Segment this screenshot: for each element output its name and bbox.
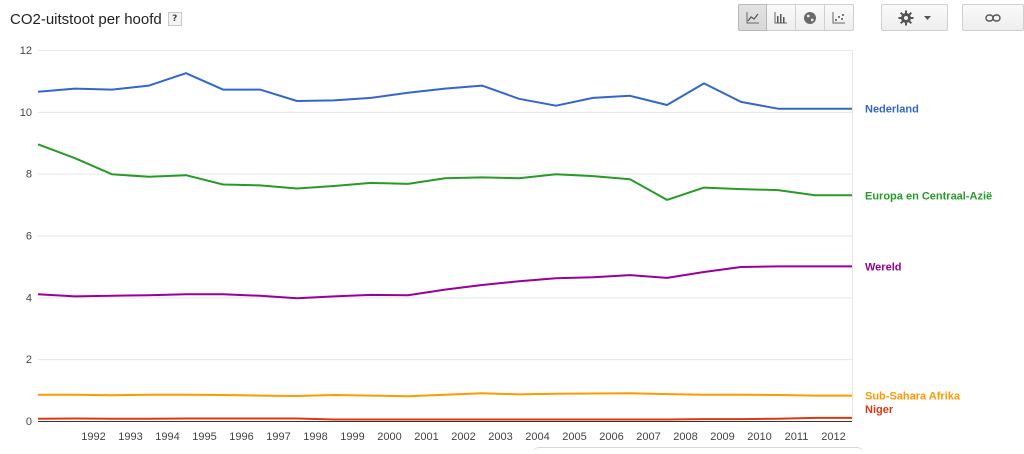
line-chart-icon	[746, 11, 759, 23]
x-tick-label: 2007	[636, 431, 660, 443]
chart-header: CO2-uitstoot per hoofd ?	[10, 9, 182, 29]
settings-button[interactable]	[881, 4, 948, 31]
x-tick-label: 2004	[525, 431, 549, 443]
bar-chart-button[interactable]	[767, 4, 796, 31]
x-axis-ticks: 1992 1993 1994 1995 1996 1997 1998 1999 2000 2001…	[81, 431, 845, 443]
x-tick-label: 1993	[118, 431, 142, 443]
line-chart-button[interactable]	[738, 4, 767, 31]
scatter-chart-button[interactable]	[825, 4, 854, 31]
timeline-scroll-handle[interactable]	[533, 447, 863, 454]
x-tick-label: 1997	[266, 431, 290, 443]
x-tick-label: 2011	[785, 431, 809, 443]
x-tick-label: 1998	[303, 431, 327, 443]
link-button[interactable]	[962, 4, 1024, 31]
y-tick-label: 4	[26, 292, 32, 304]
y-tick-label: 10	[20, 107, 32, 119]
series-label[interactable]: Nederland	[865, 104, 919, 116]
x-tick-label: 2006	[599, 431, 623, 443]
series-line[interactable]	[38, 392, 852, 398]
caret-down-icon	[924, 15, 931, 20]
globe-map-icon	[804, 11, 816, 24]
x-tick-label: 2008	[673, 431, 697, 443]
x-tick-label: 2003	[488, 431, 512, 443]
help-button[interactable]: ?	[167, 12, 182, 26]
x-tick-label: 2012	[821, 431, 845, 443]
series-label[interactable]: Wereld	[865, 261, 901, 273]
x-tick-label: 2002	[451, 431, 475, 443]
y-tick-label: 12	[20, 45, 32, 57]
x-tick-label: 2009	[710, 431, 734, 443]
y-tick-label: 6	[26, 231, 32, 243]
x-tick-label: 1992	[81, 431, 105, 443]
x-tick-label: 2010	[747, 431, 771, 443]
gridlines	[38, 50, 853, 422]
series-line[interactable]	[37, 143, 852, 201]
series-label[interactable]: Europa en Centraal-Azië	[865, 190, 992, 202]
series-line[interactable]	[37, 72, 852, 110]
link-icon	[985, 13, 1001, 22]
y-tick-label: 8	[26, 169, 32, 181]
gear-icon	[898, 10, 914, 25]
bar-chart-icon	[774, 11, 787, 23]
series-line[interactable]	[37, 416, 852, 421]
series-labels: Nederland Europa en Centraal-Azië Wereld Su…	[865, 104, 992, 416]
y-tick-label: 0	[26, 416, 32, 428]
x-tick-label: 1995	[192, 431, 216, 443]
chart-type-toolbar	[738, 4, 854, 31]
x-tick-label: 1994	[155, 431, 179, 443]
map-button[interactable]	[796, 4, 825, 31]
scatter-chart-icon	[832, 11, 845, 23]
y-tick-label: 2	[26, 354, 32, 366]
x-tick-label: 2000	[377, 431, 401, 443]
x-tick-label: 1996	[229, 431, 253, 443]
x-tick-label: 2001	[414, 431, 438, 443]
series-label[interactable]: Niger	[865, 404, 894, 416]
x-tick-label: 1999	[340, 431, 364, 443]
y-axis-ticks: 0 2 4 6 8 10 12	[20, 45, 32, 428]
series-lines	[37, 72, 852, 421]
chart-title: CO2-uitstoot per hoofd	[10, 10, 162, 28]
series-line[interactable]	[37, 265, 852, 300]
x-tick-label: 2005	[562, 431, 586, 443]
series-label[interactable]: Sub-Sahara Afrika	[865, 391, 961, 403]
